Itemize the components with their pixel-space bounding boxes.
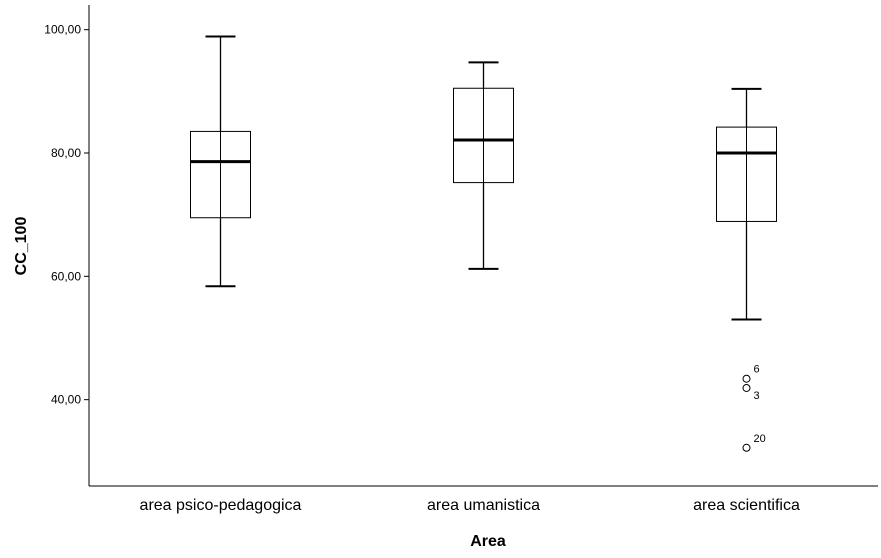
y-ticks-layer: 40,00 60,00 80,00 100,00 (44, 23, 89, 407)
outlier-point (742, 374, 751, 383)
box-group: 6 3 20 (716, 87, 777, 452)
boxes-layer: 6 3 20 (190, 35, 777, 452)
outlier-label: 6 (754, 364, 760, 376)
axes-layer (88, 5, 878, 487)
box-group (190, 35, 251, 288)
y-axis-title: CC_100 (13, 217, 30, 276)
outlier-label: 3 (754, 390, 760, 402)
y-tick-label: 40,00 (51, 393, 81, 407)
outlier-point (742, 443, 751, 452)
x-axis-title: Area (470, 533, 506, 550)
box-group (453, 61, 514, 270)
y-tick-label: 100,00 (44, 23, 81, 37)
y-tick-label: 80,00 (51, 146, 81, 160)
outlier-point (742, 383, 751, 392)
x-category-label: area umanistica (427, 497, 540, 514)
x-category-label: area psico-pedagogica (140, 497, 302, 514)
category-labels-layer: area psico-pedagogica area umanistica area… (140, 497, 800, 514)
outlier-label: 20 (754, 433, 766, 445)
x-category-label: area scientifica (693, 497, 800, 514)
y-tick-label: 60,00 (51, 269, 81, 283)
